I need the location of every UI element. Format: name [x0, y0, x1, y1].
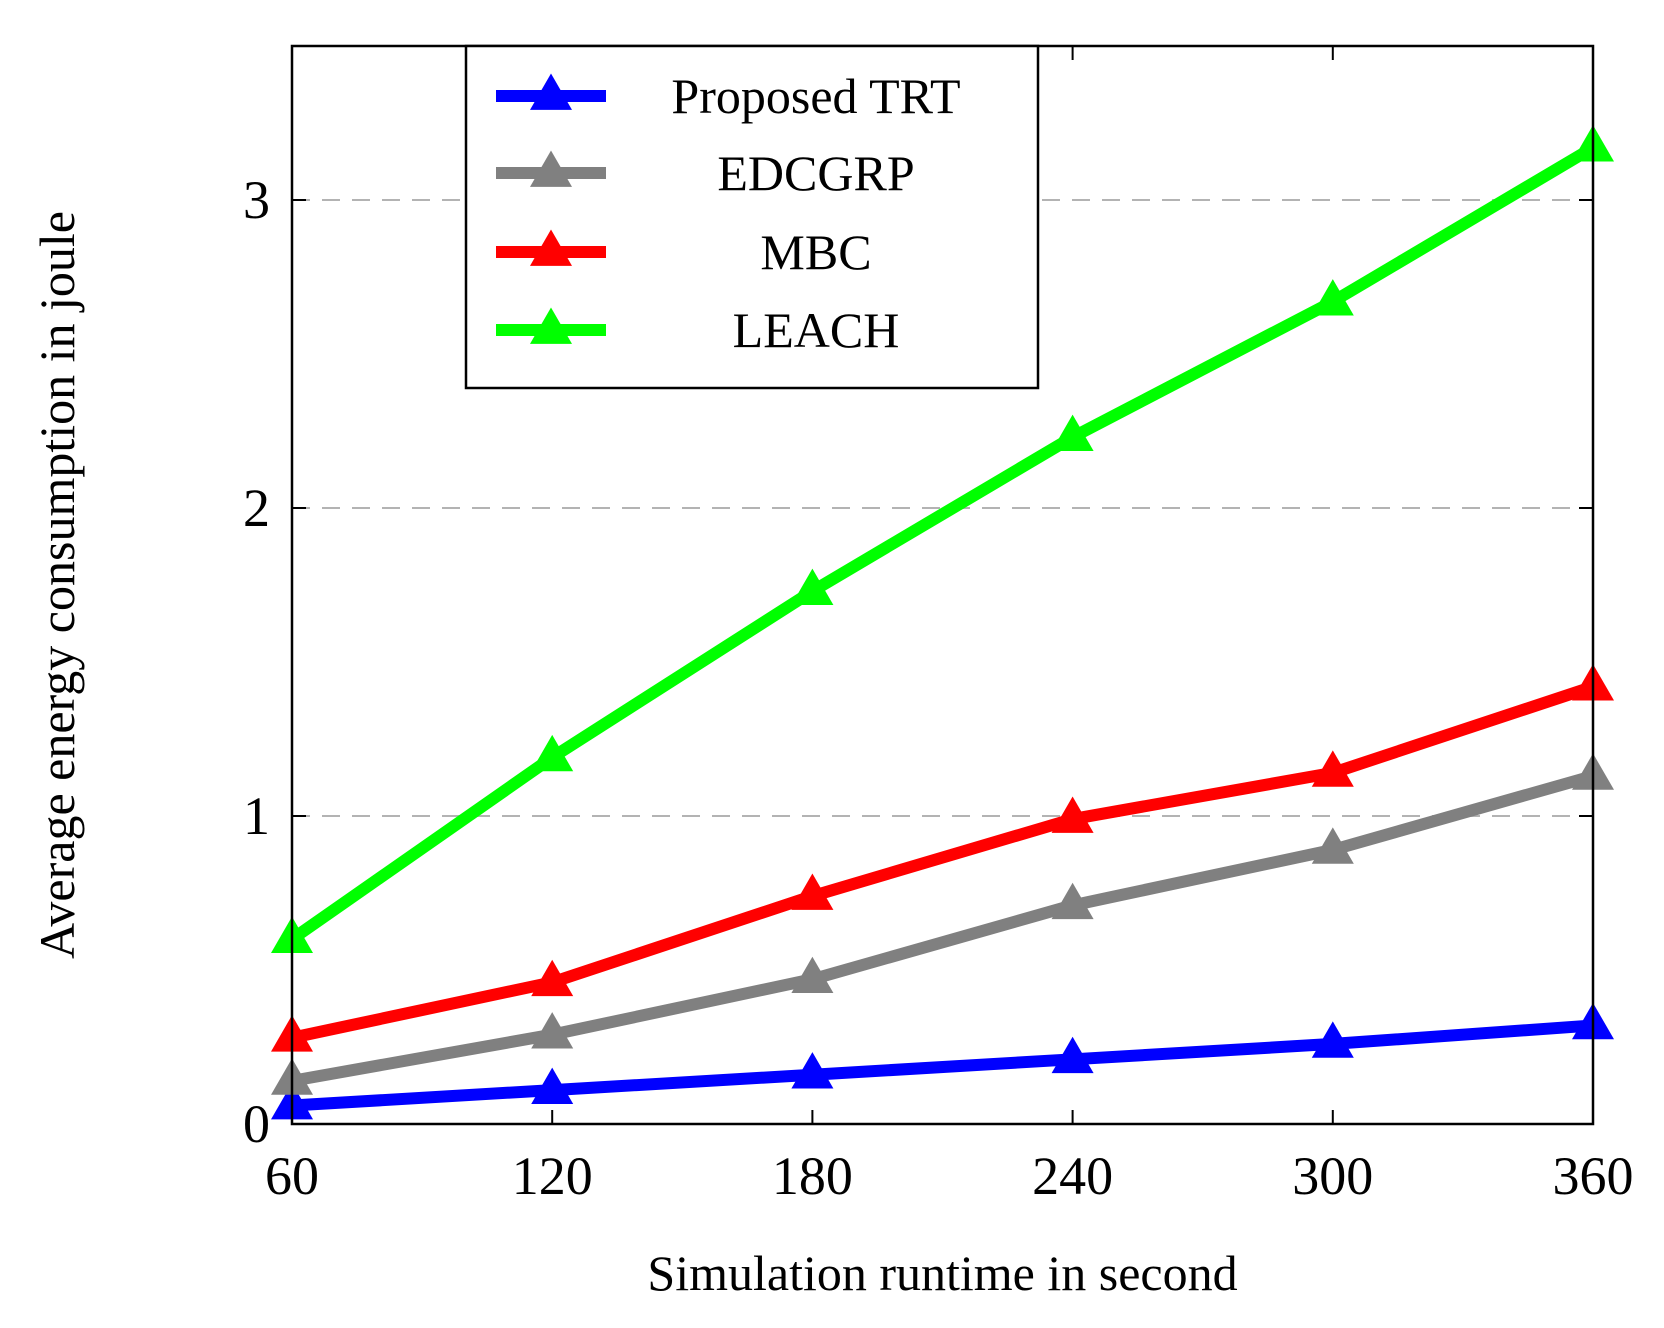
- legend-swatch-marker: [530, 150, 572, 187]
- y-tick-label: 0: [243, 1094, 270, 1154]
- data-point-marker: [1051, 1036, 1094, 1074]
- data-point-marker: [1051, 882, 1094, 920]
- data-point-marker: [791, 956, 834, 994]
- legend: Proposed TRT EDCGRP MBC LEACH: [464, 44, 1040, 390]
- legend-item: LEACH: [496, 302, 899, 358]
- series-mbc: [271, 664, 1614, 1052]
- tick-labels: 60 120 180 240 300 360 0 1 2 3: [243, 170, 1634, 1206]
- x-tick-label: 120: [512, 1146, 593, 1206]
- data-point-marker: [531, 959, 574, 997]
- y-tick-label: 3: [243, 170, 270, 230]
- x-axis-title: Simulation runtime in second: [647, 1245, 1237, 1301]
- x-tick-label: 180: [772, 1146, 853, 1206]
- x-tick-label: 300: [1292, 1146, 1373, 1206]
- series-layer: [271, 125, 1614, 1120]
- x-tick-label: 240: [1032, 1146, 1113, 1206]
- legend-swatch-marker: [530, 73, 572, 110]
- legend-swatch-marker: [530, 307, 572, 344]
- legend-item: Proposed TRT: [496, 68, 961, 124]
- legend-label: EDCGRP: [717, 145, 914, 201]
- y-tick-label: 1: [243, 786, 270, 846]
- data-point-marker: [791, 568, 834, 605]
- series-leach: [271, 125, 1614, 954]
- data-point-marker: [531, 1012, 574, 1049]
- series-proposed-trt: [271, 1002, 1614, 1120]
- data-point-marker: [1051, 796, 1094, 833]
- legend-label: MBC: [760, 224, 871, 280]
- data-point-marker: [531, 1067, 574, 1104]
- legend-item: MBC: [496, 224, 872, 280]
- data-point-marker: [1311, 750, 1354, 787]
- data-point-marker: [791, 873, 834, 910]
- series-line: [291, 1019, 1594, 1112]
- legend-swatch-marker: [530, 229, 572, 266]
- legend-label: LEACH: [733, 302, 900, 358]
- series-line: [290, 680, 1595, 1044]
- legend-item: EDCGRP: [496, 145, 915, 201]
- y-axis-title: Average energy consumption in joule: [29, 211, 85, 959]
- data-point-marker: [1311, 1021, 1354, 1058]
- data-point-marker: [1311, 827, 1354, 864]
- series-line: [288, 142, 1597, 945]
- data-point-marker: [531, 734, 574, 772]
- series-line: [290, 770, 1595, 1087]
- x-tick-label: 360: [1553, 1146, 1634, 1206]
- data-point-marker: [791, 1052, 834, 1089]
- data-point-marker: [1311, 279, 1354, 316]
- x-tick-label: 60: [265, 1146, 319, 1206]
- data-point-marker: [1051, 414, 1094, 451]
- y-tick-label: 2: [243, 478, 270, 538]
- legend-label: Proposed TRT: [671, 68, 960, 124]
